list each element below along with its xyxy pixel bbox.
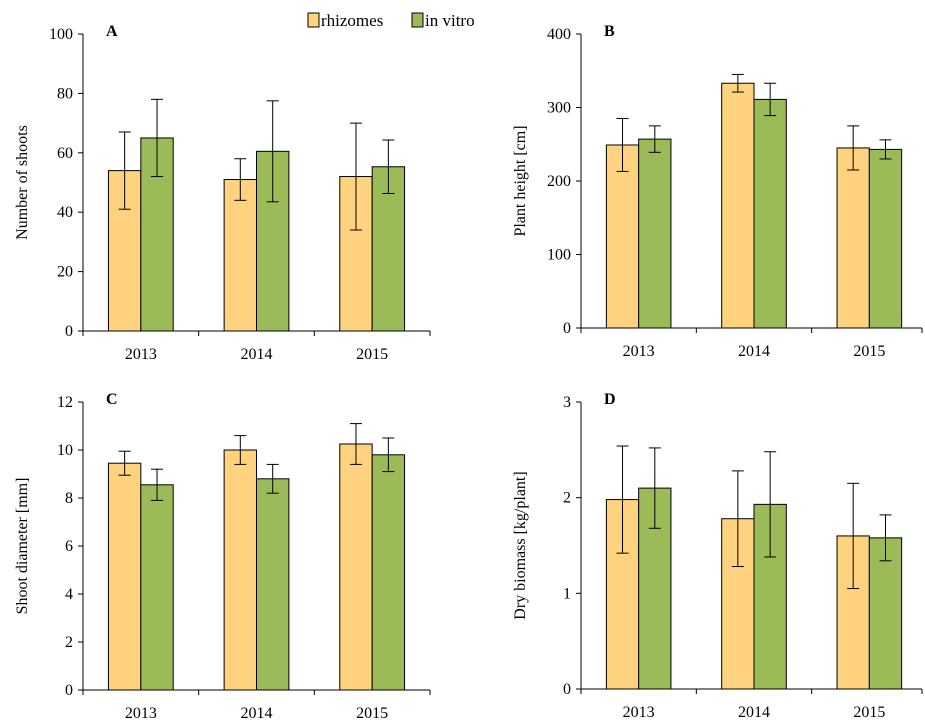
legend-swatch-rhizomes: [307, 12, 320, 28]
x-tick-label: 2014: [738, 704, 770, 721]
bar-in-vitro-2015: [868, 537, 903, 690]
x-tick-label: 2013: [125, 705, 157, 722]
y-tick-label: 6: [65, 538, 73, 555]
bar-rhizomes-2013: [107, 462, 142, 691]
bar-rhizomes-2014: [721, 82, 755, 329]
y-axis-title: Shoot diameter [mm]: [14, 478, 31, 615]
panel-letter: B: [604, 23, 615, 40]
y-tick-label: 40: [57, 204, 73, 221]
bar-in-vitro-2015: [868, 148, 903, 329]
bar-rhizomes-2014: [223, 449, 257, 691]
panel-b: 0 100 200 300 400 2013 2014 2015 B Plant height […: [512, 23, 923, 360]
y-tick-label: 10: [57, 442, 73, 459]
y-tick-label: 2: [563, 490, 571, 507]
bar-rhizomes-2015: [339, 443, 373, 691]
y-axis-title: Plant height [cm]: [512, 125, 529, 236]
y-tick-label: 60: [57, 145, 73, 162]
bar-in-vitro-2013: [638, 138, 672, 329]
panel-d: 0 1 2 3 2013 2014 2015 D Dry biomass [kg/plant]: [512, 391, 923, 721]
bar-rhizomes-2015: [836, 147, 870, 329]
y-tick-label: 3: [563, 394, 571, 411]
y-tick-label: 0: [65, 323, 73, 340]
y-tick-label: 200: [547, 173, 571, 190]
legend-label-rhizomes: rhizomes: [321, 11, 383, 30]
bar-rhizomes-2014: [223, 179, 257, 332]
x-tick-label: 2015: [853, 343, 885, 360]
legend: rhizomes in vitro: [307, 11, 475, 30]
x-tick-label: 2014: [241, 705, 273, 722]
y-tick-label: 0: [65, 682, 73, 699]
panel-c: 0 2 4 6 8 10 12 2013 2014 2015 C Shoot diameter [mm…: [14, 391, 431, 722]
x-tick-label: 2013: [125, 346, 157, 363]
x-tick-label: 2015: [853, 704, 885, 721]
panel-letter: C: [106, 391, 118, 408]
panel-letter: D: [604, 391, 616, 408]
panel-a: 0 20 40 60 80 100 2013 2014 2015 A Number of shoot…: [14, 23, 431, 363]
panel-letter: A: [106, 23, 118, 40]
y-tick-label: 300: [547, 100, 571, 117]
y-tick-label: 80: [57, 85, 73, 102]
x-tick-label: 2014: [241, 346, 273, 363]
x-tick-label: 2015: [356, 346, 388, 363]
y-tick-label: 4: [65, 586, 73, 603]
y-tick-label: 2: [65, 634, 73, 651]
y-axis-title: Dry biomass [kg/plant]: [512, 471, 529, 619]
bar-in-vitro-2014: [753, 98, 787, 329]
y-tick-label: 100: [547, 247, 571, 264]
bar-rhizomes-2013: [605, 144, 640, 329]
y-tick-label: 0: [563, 681, 571, 698]
y-tick-label: 8: [65, 490, 73, 507]
x-tick-label: 2014: [738, 343, 770, 360]
bar-in-vitro-2015: [371, 454, 406, 691]
bar-in-vitro-2013: [140, 484, 174, 691]
x-tick-label: 2013: [623, 343, 655, 360]
y-tick-label: 12: [57, 394, 73, 411]
y-tick-label: 20: [57, 264, 73, 281]
y-tick-label: 400: [547, 26, 571, 43]
y-axis-title: Number of shoots: [14, 125, 31, 240]
legend-label-in-vitro: in vitro: [425, 11, 475, 30]
legend-swatch-in-vitro: [411, 12, 424, 28]
y-tick-label: 1: [563, 585, 571, 602]
x-tick-label: 2013: [623, 704, 655, 721]
y-tick-label: 100: [49, 26, 73, 43]
x-tick-label: 2015: [356, 705, 388, 722]
bar-in-vitro-2015: [371, 166, 406, 332]
y-tick-label: 0: [563, 320, 571, 337]
bar-in-vitro-2014: [256, 478, 290, 691]
